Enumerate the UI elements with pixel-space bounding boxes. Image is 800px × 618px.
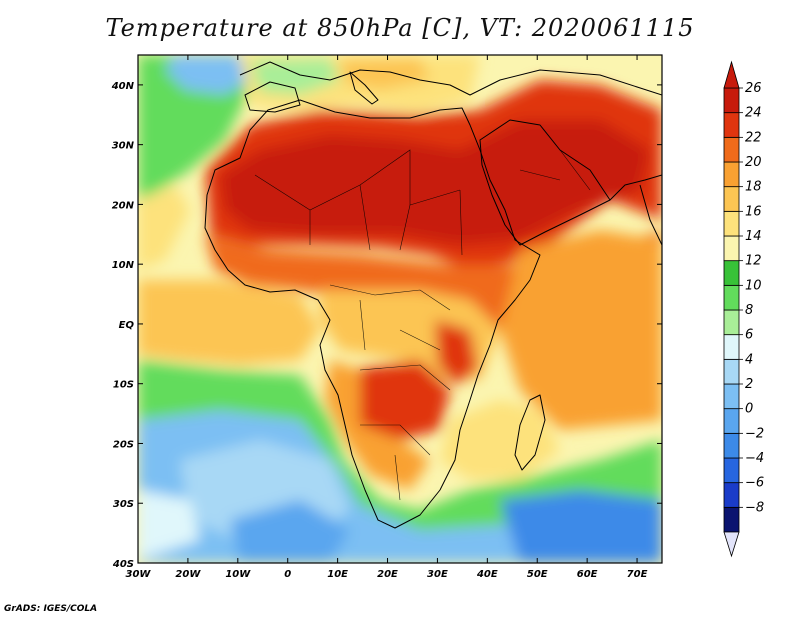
coastlines (204, 61, 662, 529)
lon-tick-label: 10E (327, 569, 348, 580)
field-north-atlantic-blue (165, 55, 250, 95)
lat-tick-label: 20S (113, 439, 134, 450)
field-southern-hot (350, 360, 450, 440)
colorbar-label: −8 (745, 500, 764, 515)
colorbar-label: 26 (745, 81, 762, 96)
field-south-indian-blue (500, 490, 662, 563)
colorbar-label: −6 (745, 476, 764, 491)
temperature-field (138, 55, 662, 563)
colorbar-swatch (723, 334, 740, 360)
colorbar-label: 20 (745, 155, 762, 170)
colorbar-swatch (723, 408, 740, 434)
colorbar-swatch (723, 358, 740, 385)
colorbar-label: 12 (745, 254, 762, 269)
field-south-midblue (230, 500, 350, 563)
field-guinea (138, 280, 320, 365)
field-east-africa-hot (435, 320, 478, 385)
colorbar-label: 16 (745, 204, 762, 219)
colorbar-label: 24 (745, 106, 762, 121)
italy (349, 71, 379, 105)
colorbar-swatch (723, 260, 740, 286)
lon-tick-label: 70E (627, 569, 648, 580)
field-mozambique (440, 400, 560, 480)
colorbar-label: 22 (745, 130, 762, 145)
colorbar-label: 6 (745, 328, 753, 343)
map-axes: 30W 20W 10W 0 10E 20E 30E 40E 50E 60E 70E 40S 30S 20S… (111, 55, 662, 580)
lon-tick-label: 60E (577, 569, 598, 580)
map-frame (137, 54, 663, 564)
lat-tick-label: 30S (113, 499, 134, 510)
colorbar-label: −4 (745, 451, 764, 466)
lat-tick-label: 10N (112, 260, 135, 271)
lat-tick-label: 40N (111, 81, 135, 92)
colorbar-swatch (723, 506, 740, 533)
colorbar-swatch (723, 482, 740, 508)
colorbar-swatch (723, 87, 740, 114)
colorbar-label: 4 (745, 352, 753, 367)
iberia (244, 81, 301, 113)
map-title: Temperature at 850hPa [C], VT: 202006111… (105, 14, 695, 42)
lon-tick-label: 20E (377, 569, 398, 580)
madagascar (514, 394, 546, 471)
europe-coast (239, 61, 662, 96)
colorbar-swatch (723, 432, 740, 459)
colorbar-swatch (723, 383, 740, 410)
field-south-pale (138, 490, 200, 560)
lon-tick-label: 30W (126, 569, 152, 580)
field-europe-green (250, 58, 340, 95)
field-atlantic-yellow (138, 185, 190, 270)
lat-tick-label: 10S (113, 380, 134, 391)
colorbar-swatch (723, 235, 740, 262)
lon-tick-label: 0 (284, 569, 291, 580)
colorbar-label: 14 (745, 229, 762, 244)
lon-tick-label: 10W (225, 569, 251, 580)
field-sahara-core (220, 120, 650, 245)
colorbar-label: −2 (745, 426, 764, 441)
field-southern-orange (325, 360, 430, 490)
grads-credit: GrADS: IGES/COLA (4, 604, 98, 614)
colorbar-swatch (723, 457, 740, 484)
arabian-peninsula (479, 119, 611, 246)
field-med-orange (340, 58, 430, 90)
colorbar-label: 18 (745, 180, 762, 195)
lon-tick-label: 30E (427, 569, 448, 580)
field-arabian-sea (500, 230, 662, 430)
colorbar-label: 0 (745, 402, 753, 417)
colorbar-swatch (723, 112, 740, 138)
lat-tick-label: 40S (112, 559, 134, 570)
lat-tick-label: 20N (112, 200, 135, 211)
colorbar-label: 8 (745, 303, 753, 318)
lon-tick-label: 40E (476, 569, 498, 580)
colorbar-under-arrow (723, 531, 740, 558)
colorbar-label: 2 (745, 377, 753, 392)
colorbar-swatch (723, 210, 740, 237)
africa-coastline (204, 99, 541, 529)
colorbar-over-arrow (723, 60, 740, 89)
colorbar-label: 10 (745, 278, 762, 293)
colorbar-swatch (723, 309, 740, 336)
lon-tick-label: 50E (527, 569, 548, 580)
lat-tick-label: 30N (112, 141, 135, 152)
india-coast (639, 184, 662, 246)
colorbar-swatch (723, 284, 740, 311)
colorbar-swatch (723, 136, 740, 163)
colorbar-swatch (723, 161, 740, 188)
lat-tick-label: EQ (119, 320, 135, 331)
country-borders (254, 149, 591, 501)
asia-coast (609, 174, 662, 201)
lon-tick-label: 20W (175, 569, 201, 580)
colorbar-swatch (723, 186, 740, 212)
